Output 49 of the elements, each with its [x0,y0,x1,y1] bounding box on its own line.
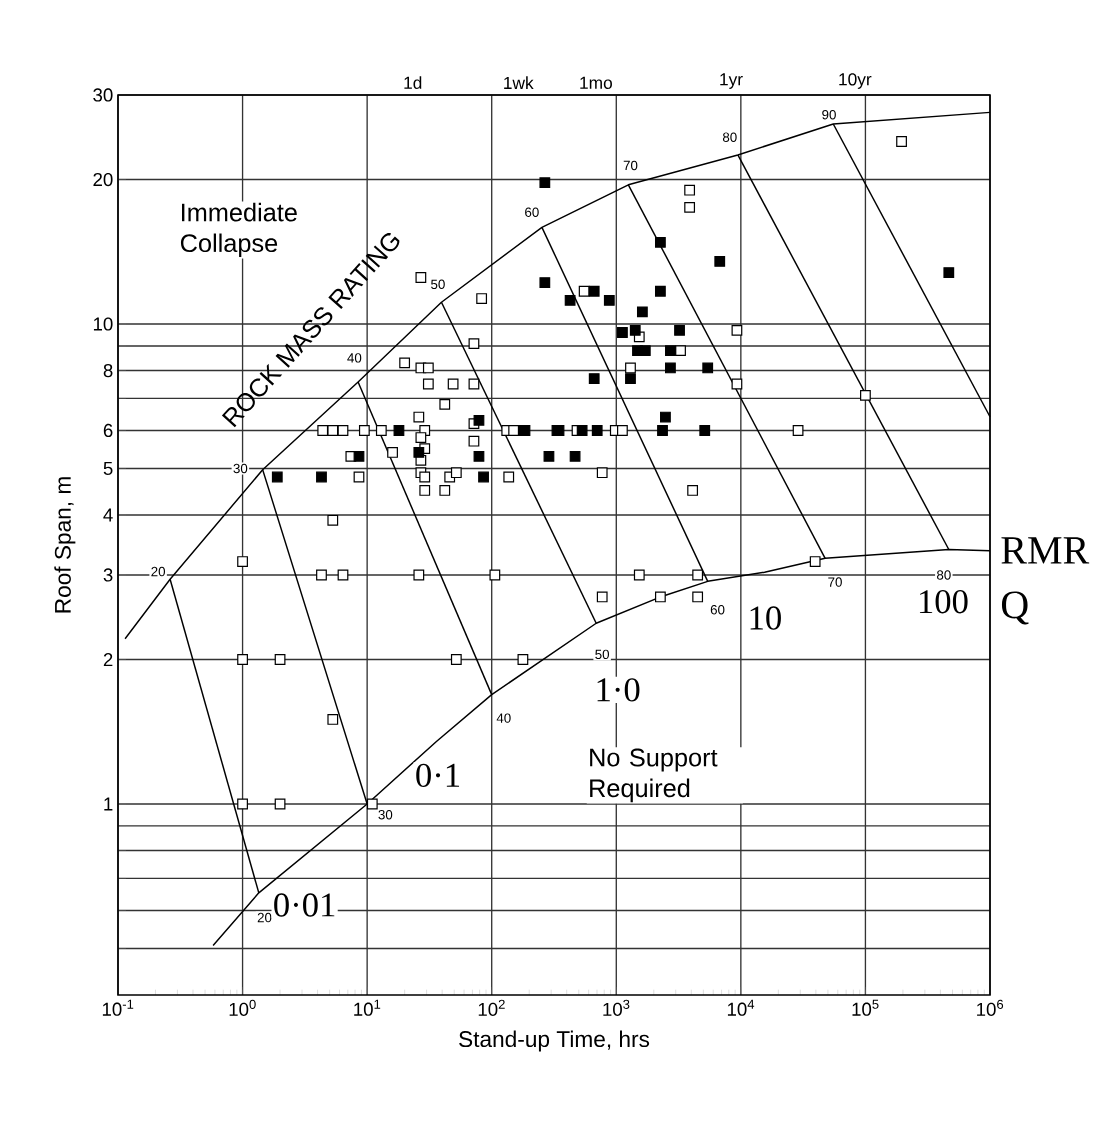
y-tick-label: 8 [103,363,113,378]
annotation: No Support Required [590,748,718,803]
y-tick-label: 4 [103,508,113,522]
x-tick-label: 10$^{2}$ [478,999,505,1016]
y-tick-label: 5 [103,461,113,476]
annotation: 30 [378,809,393,820]
x-tick-label: 10$^{4}$ [727,999,755,1016]
text: Q [1001,591,1029,625]
text: 1wk [504,76,534,89]
annotation: 90 [822,109,836,120]
annotation: 20 [257,912,272,923]
x-tick-label: 10$^{6}$ [977,999,1004,1016]
annotation: 20 [151,566,166,577]
x-tick-label: 10$^{3}$ [603,999,630,1016]
annotation: 10 [750,606,781,630]
annotation: 0·01 [274,893,335,917]
annotation: Immediate Collapse [180,202,297,258]
text: 1mo [580,76,612,89]
x-axis-title: Stand-up Time, hrs [459,1030,650,1052]
annotation: 1·0 [597,678,640,702]
y-axis-title: Roof Span, m [54,477,76,613]
annotation: 40 [496,713,511,723]
x-tick-label: 10$^{1}$ [354,999,381,1016]
annotation: 80 [722,132,737,142]
annotation: 60 [710,604,725,615]
y-tick-label: 1 [104,797,113,811]
y-tick-label: 20 [93,172,113,187]
annotation: 50 [595,649,610,660]
annotation: 50 [431,279,445,289]
y-tick-label: 30 [93,88,113,102]
text: 1d [404,76,422,89]
x-tick-label: 10$^{-1}$ [102,999,134,1016]
text: 1yr [720,73,743,89]
annotation: 70 [828,577,842,587]
annotation: 0·1 [416,763,460,788]
y-tick-label: 6 [103,423,113,438]
annotation: 100 [919,589,968,614]
y-tick-label: 2 [103,652,113,667]
x-tick-label: 10$^{0}$ [229,999,256,1016]
annotation: 70 [623,160,638,171]
y-tick-label: 3 [103,568,113,582]
text: RMR [1001,537,1090,564]
annotation: 30 [233,463,248,474]
annotation: 40 [347,353,362,363]
annotation: 80 [937,570,951,580]
text: 10yr [839,73,872,89]
y-tick-label: 10 [93,317,113,331]
x-tick-label: 10$^{5}$ [852,999,879,1016]
annotation: 60 [525,207,539,217]
